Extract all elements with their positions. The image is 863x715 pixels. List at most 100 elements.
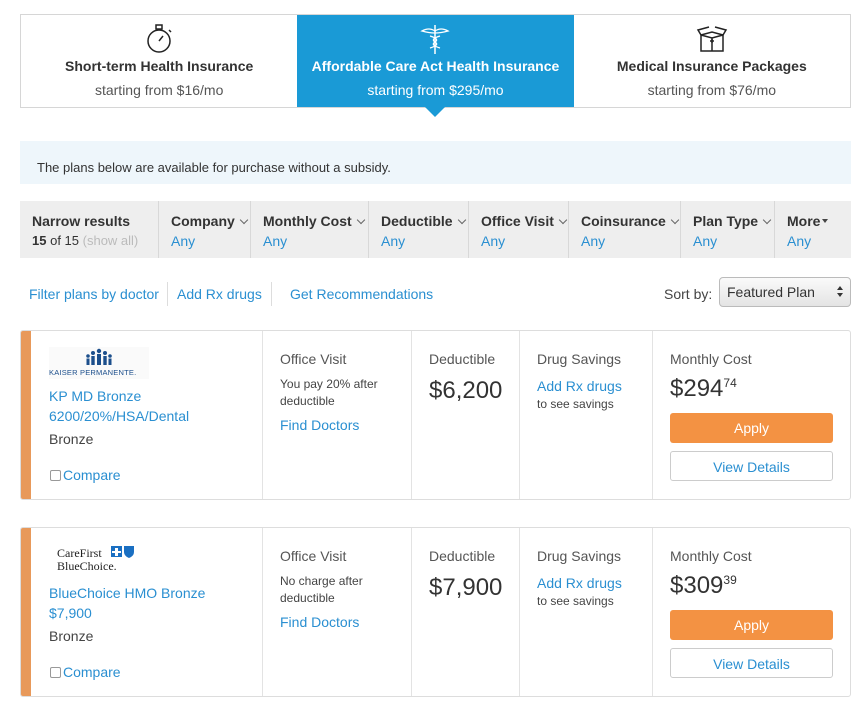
drug-savings-note: to see savings (537, 594, 614, 608)
view-details-button[interactable]: View Details (670, 648, 833, 678)
filter-value: Any (693, 233, 718, 249)
sort-select[interactable]: Featured Plan (719, 277, 851, 307)
add-rx-link[interactable]: Add Rx drugs (537, 575, 622, 591)
filter-value: Any (171, 233, 196, 249)
tab-title: Short-term Health Insurance (65, 58, 254, 74)
tab[interactable]: Medical Insurance Packages starting from… (574, 15, 850, 107)
filter-value: Any (581, 233, 606, 249)
apply-button[interactable]: Apply (670, 610, 833, 640)
logo-text: CareFirst (57, 546, 102, 560)
filter-label: Company (171, 213, 250, 229)
recommendations-link[interactable]: Get Recommendations (290, 286, 434, 302)
column-divider (411, 528, 412, 696)
separator (271, 282, 272, 306)
filter-dropdown[interactable]: Office Visit Any (468, 201, 568, 258)
result-count: 15 of 15 (show all) (32, 233, 158, 248)
tab-title: Affordable Care Act Health Insurance (311, 58, 560, 74)
filter-dropdown[interactable]: Deductible Any (368, 201, 468, 258)
cost-dollars: $309 (670, 572, 724, 599)
filter-dropdown[interactable]: Coinsurance Any (568, 201, 680, 258)
plan-stripe (21, 331, 31, 499)
cost-cents: 74 (723, 376, 737, 390)
add-rx-link[interactable]: Add Rx drugs (537, 378, 622, 394)
filter-dropdown[interactable]: More Any (774, 201, 851, 258)
filter-doctor-link[interactable]: Filter plans by doctor (29, 286, 159, 302)
tab-price: starting from $16/mo (94, 82, 224, 98)
filter-label: More (787, 213, 851, 229)
compare-label: Compare (63, 664, 121, 680)
filter-dropdown[interactable]: Company Any (158, 201, 250, 258)
show-all[interactable]: (show all) (82, 233, 139, 248)
filter-dropdown[interactable]: Plan Type Any (680, 201, 774, 258)
tab-price: starting from $295/mo (367, 82, 504, 98)
filter-label: Plan Type (693, 213, 774, 229)
box-icon (696, 26, 727, 52)
plan-name[interactable]: BlueChoice HMO Bronze $7,900 (49, 585, 206, 621)
monthly-cost-label: Monthly Cost (670, 351, 752, 367)
logo-mark (86, 348, 112, 365)
stopwatch-icon (147, 24, 172, 53)
column-divider (652, 528, 653, 696)
subsidy-notice: The plans below are available for purcha… (20, 141, 851, 184)
cost-dollars: $294 (670, 375, 724, 402)
filter-value: Any (481, 233, 506, 249)
deductible-label: Deductible (429, 548, 496, 564)
drug-savings-note: to see savings (537, 397, 614, 411)
filter-dropdown[interactable]: Monthly Cost Any (250, 201, 368, 258)
filter-bar: Narrow results 15 of 15 (show all) Compa… (20, 201, 851, 258)
sort-label: Sort by: (664, 286, 713, 302)
find-doctors-link[interactable]: Find Doctors (280, 417, 360, 433)
add-rx-link[interactable]: Add Rx drugs (177, 286, 262, 302)
compare-checkbox[interactable]: Compare (50, 664, 121, 680)
plan-card: CareFirst BlueChoice. BlueChoice HMO Bron… (20, 527, 851, 697)
filter-value: Any (381, 233, 406, 249)
tab-title: Medical Insurance Packages (616, 58, 807, 74)
checkbox[interactable] (50, 667, 61, 678)
filter-label: Coinsurance (581, 213, 680, 229)
find-doctors-link[interactable]: Find Doctors (280, 614, 360, 630)
plan-logo: CareFirst BlueChoice. (49, 544, 149, 576)
filter-label: Monthly Cost (263, 213, 368, 229)
monthly-cost-label: Monthly Cost (670, 548, 752, 564)
plan-metal: Bronze (49, 628, 94, 644)
office-visit-text: You pay 20% after deductible (280, 377, 378, 408)
office-visit-label: Office Visit (280, 351, 347, 367)
drug-savings-label: Drug Savings (537, 548, 622, 564)
view-details-button[interactable]: View Details (670, 451, 833, 481)
plan-stripe (21, 528, 31, 696)
plan-name[interactable]: KP MD Bronze 6200/20%/HSA/Dental (49, 388, 190, 424)
narrow-results: Narrow results 15 of 15 (show all) (20, 201, 158, 258)
apply-button[interactable]: Apply (670, 413, 833, 443)
office-visit-text: No charge after deductible (280, 574, 363, 605)
monthly-cost: $29474 (670, 375, 737, 403)
deductible-value: $6,200 (429, 377, 503, 404)
logo-text: KAISER PERMANENTE. (49, 368, 137, 377)
office-visit-label: Office Visit (280, 548, 347, 564)
checkbox[interactable] (50, 470, 61, 481)
tab[interactable]: Short-term Health Insurance starting fro… (21, 15, 297, 107)
tab-active[interactable]: Affordable Care Act Health Insurance sta… (297, 15, 574, 117)
product-tabs: Short-term Health Insurance starting fro… (20, 14, 851, 117)
logo-text: BlueChoice. (57, 559, 117, 573)
compare-label: Compare (63, 467, 121, 483)
caduceus-icon (420, 25, 451, 54)
plan-card: KAISER PERMANENTE. KP MD Bronze 6200/20%… (20, 330, 851, 500)
deductible-label: Deductible (429, 351, 496, 367)
filter-label: Narrow results (32, 213, 131, 229)
column-divider (411, 331, 412, 499)
count-total: of 15 (50, 233, 80, 248)
plan-metal: Bronze (49, 431, 94, 447)
separator (167, 282, 168, 306)
compare-checkbox[interactable]: Compare (50, 467, 121, 483)
column-divider (519, 528, 520, 696)
column-divider (262, 528, 263, 696)
cost-cents: 39 (723, 573, 737, 587)
filter-label: Deductible (381, 213, 468, 229)
drug-savings-label: Drug Savings (537, 351, 622, 367)
column-divider (652, 331, 653, 499)
deductible-value: $7,900 (429, 574, 503, 601)
monthly-cost: $30939 (670, 572, 737, 600)
count: 15 (32, 233, 47, 248)
plan-logo: KAISER PERMANENTE. (49, 347, 149, 379)
